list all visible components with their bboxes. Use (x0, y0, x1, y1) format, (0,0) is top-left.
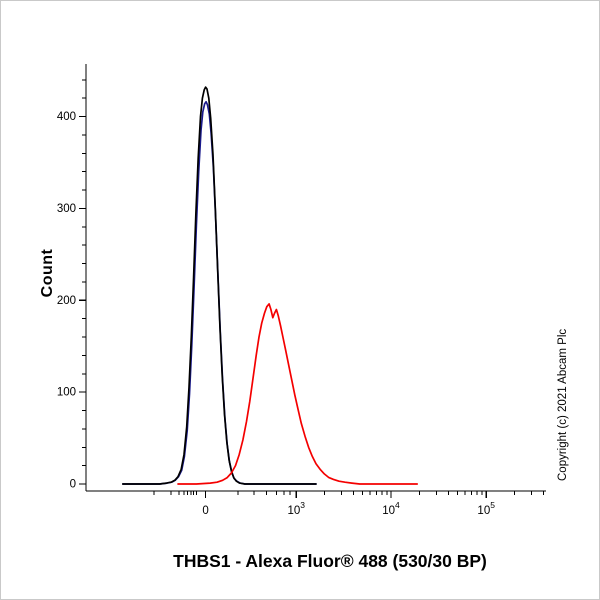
series-curve-THBS1-stained-red (177, 303, 419, 485)
y-tick-label: 0 (70, 479, 76, 491)
x-tick-label: 103 (287, 500, 305, 517)
x-tick-label: 104 (382, 500, 400, 517)
series-curve-unlabelled-control-black (121, 86, 317, 485)
y-tick-label: 200 (57, 295, 76, 307)
y-tick-label: 300 (57, 203, 76, 215)
chart-title: THBS1 - Alexa Fluor® 488 (530/30 BP) (173, 551, 487, 571)
y-tick-label: 100 (57, 387, 76, 399)
y-axis-title: Count (39, 248, 56, 298)
y-tick-label: 400 (57, 111, 76, 123)
copyright-label: Copyright (c) 2021 Abcam Plc (557, 328, 569, 481)
x-tick-label: 0 (202, 505, 208, 517)
x-tick-label: 105 (477, 500, 495, 517)
